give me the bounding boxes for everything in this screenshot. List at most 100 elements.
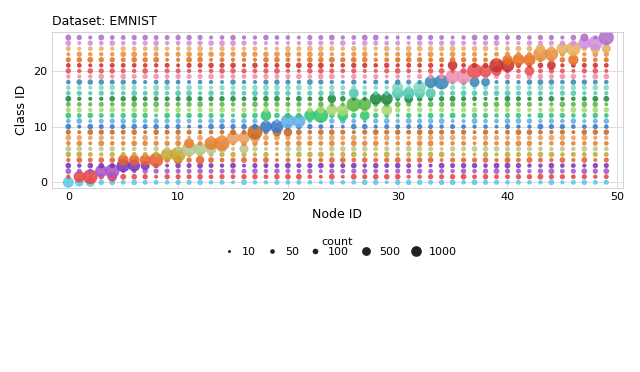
Point — [184, 118, 194, 124]
Point — [469, 118, 479, 124]
Point — [371, 57, 381, 63]
Point — [107, 96, 117, 102]
Point — [217, 118, 227, 124]
Point — [140, 168, 150, 174]
Point — [63, 35, 74, 41]
Point — [305, 40, 315, 46]
Point — [458, 85, 468, 91]
Point — [513, 79, 524, 85]
Point — [513, 157, 524, 163]
Point — [469, 46, 479, 52]
Point — [305, 96, 315, 102]
Point — [392, 68, 403, 74]
Point — [63, 40, 74, 46]
Point — [316, 79, 326, 85]
Point — [360, 35, 370, 41]
Point — [568, 118, 579, 124]
Point — [184, 40, 194, 46]
Point — [272, 118, 282, 124]
Point — [184, 101, 194, 107]
Point — [326, 68, 337, 74]
Point — [392, 40, 403, 46]
Point — [162, 168, 172, 174]
Point — [590, 151, 600, 157]
Point — [547, 40, 557, 46]
Point — [371, 96, 381, 102]
Point — [107, 163, 117, 169]
Point — [492, 129, 502, 135]
Point — [85, 151, 95, 157]
Point — [118, 146, 129, 152]
Point — [228, 79, 238, 85]
Point — [547, 85, 557, 91]
Point — [305, 107, 315, 113]
Point — [458, 151, 468, 157]
Point — [228, 57, 238, 63]
Point — [601, 168, 611, 174]
Point — [85, 179, 95, 185]
Point — [74, 35, 84, 41]
Point — [404, 74, 414, 80]
Point — [513, 96, 524, 102]
Point — [392, 151, 403, 157]
Point — [601, 40, 611, 46]
Point — [74, 168, 84, 174]
Point — [272, 179, 282, 185]
Point — [371, 79, 381, 85]
Point — [502, 96, 513, 102]
Point — [404, 101, 414, 107]
Point — [239, 46, 249, 52]
Point — [381, 96, 392, 102]
Point — [272, 51, 282, 57]
Point — [392, 118, 403, 124]
Point — [283, 46, 293, 52]
Point — [250, 129, 260, 135]
Point — [326, 51, 337, 57]
Point — [601, 90, 611, 96]
Point — [195, 85, 205, 91]
Point — [381, 140, 392, 146]
Point — [206, 112, 216, 118]
Point — [173, 79, 183, 85]
Point — [469, 79, 479, 85]
Point — [294, 174, 304, 180]
Point — [524, 157, 534, 163]
Point — [579, 79, 589, 85]
Point — [338, 57, 348, 63]
Point — [360, 112, 370, 118]
Point — [140, 62, 150, 68]
Point — [492, 112, 502, 118]
Point — [63, 135, 74, 141]
Point — [447, 151, 458, 157]
Point — [217, 112, 227, 118]
Point — [107, 157, 117, 163]
Point — [195, 135, 205, 141]
Point — [535, 157, 545, 163]
Point — [261, 129, 271, 135]
Point — [458, 46, 468, 52]
Point — [513, 163, 524, 169]
Point — [206, 140, 216, 146]
Point — [481, 135, 491, 141]
Point — [294, 107, 304, 113]
Point — [63, 124, 74, 129]
Point — [481, 85, 491, 91]
Point — [524, 101, 534, 107]
Point — [513, 118, 524, 124]
Point — [74, 135, 84, 141]
Point — [590, 174, 600, 180]
Point — [458, 135, 468, 141]
Point — [85, 62, 95, 68]
Point — [601, 174, 611, 180]
Point — [381, 146, 392, 152]
Point — [261, 96, 271, 102]
Point — [392, 79, 403, 85]
Point — [250, 40, 260, 46]
Point — [492, 40, 502, 46]
Point — [557, 135, 568, 141]
Point — [294, 57, 304, 63]
Point — [305, 135, 315, 141]
Point — [360, 151, 370, 157]
Point — [63, 157, 74, 163]
Point — [85, 124, 95, 129]
